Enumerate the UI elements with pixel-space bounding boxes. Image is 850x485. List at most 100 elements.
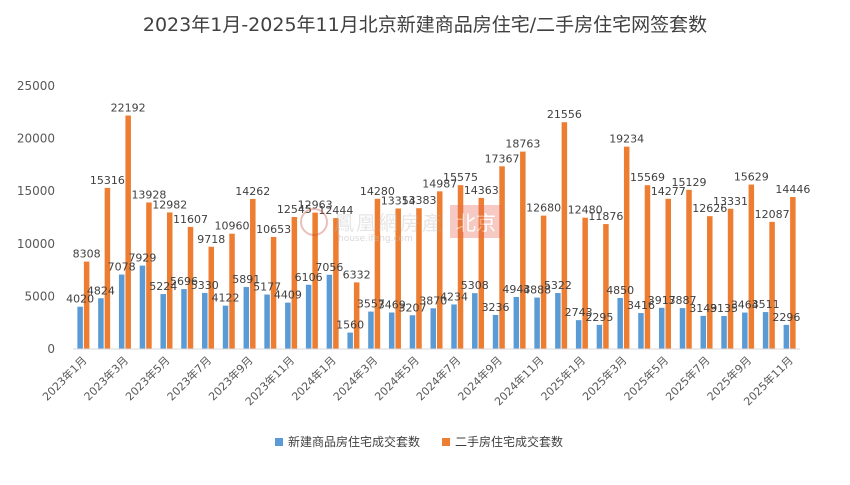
data-label-resale-homes: 15569 <box>630 171 665 184</box>
bar-resale-homes <box>644 185 651 349</box>
data-label-resale-homes: 9718 <box>197 233 225 246</box>
data-label-new-homes: 5224 <box>149 280 177 293</box>
data-label-new-homes: 3207 <box>398 301 426 314</box>
legend-swatch-blue <box>275 437 283 446</box>
data-label-resale-homes: 13331 <box>713 195 748 208</box>
data-label-resale-homes: 13354 <box>381 195 416 208</box>
data-label-resale-homes: 12480 <box>568 204 603 217</box>
data-label-resale-homes: 19234 <box>609 133 644 146</box>
bar-resale-homes <box>208 246 215 349</box>
bar-resale-homes <box>353 282 360 349</box>
data-label-resale-homes: 12982 <box>152 198 187 211</box>
y-tick-label: 20000 <box>17 132 55 146</box>
bar-resale-homes <box>582 217 588 349</box>
data-label-new-homes: 4234 <box>440 290 468 303</box>
data-label-new-homes: 2743 <box>565 306 593 319</box>
legend-item-resale-homes: 二手房住宅成交套数 <box>442 433 563 450</box>
bar-resale-homes <box>312 212 318 349</box>
bar-resale-homes <box>686 189 692 349</box>
y-axis: 0 5000 10000 15000 20000 25000 <box>17 79 55 356</box>
bar-new-homes <box>305 284 312 349</box>
data-label-resale-homes: 22192 <box>111 102 146 115</box>
data-label-new-homes: 4122 <box>212 292 240 305</box>
bar-resale-homes <box>748 184 755 349</box>
data-labels: 4020 8308 4824 15316 7078 22192 7929 13928 5224 1… <box>66 102 810 332</box>
data-label-resale-homes: 10653 <box>256 223 291 236</box>
bar-new-homes <box>388 312 395 349</box>
data-label-new-homes: 3236 <box>482 301 510 314</box>
y-tick-label: 5000 <box>24 289 55 303</box>
bar-resale-homes <box>395 208 401 349</box>
data-label-new-homes: 3887 <box>669 294 697 307</box>
data-label-resale-homes: 12444 <box>318 204 353 217</box>
data-label-resale-homes: 8308 <box>73 248 101 261</box>
bar-resale-homes <box>291 217 298 349</box>
data-label-resale-homes: 12963 <box>298 199 333 212</box>
bar-resale-homes <box>146 202 152 349</box>
bar-resale-homes <box>104 187 111 349</box>
bar-new-homes <box>472 293 478 349</box>
data-label-resale-homes: 15316 <box>90 174 125 187</box>
data-label-new-homes: 3511 <box>752 298 780 311</box>
data-label-new-homes: 3870 <box>419 294 447 307</box>
legend-swatch-orange <box>442 437 451 446</box>
bar-new-homes <box>451 304 457 349</box>
data-label-new-homes: 4888 <box>523 284 551 297</box>
watermark-badge: 北京 <box>450 205 502 238</box>
bar-new-homes <box>492 314 499 349</box>
bar-new-homes <box>617 297 623 349</box>
bar-resale-homes <box>478 197 485 349</box>
data-label-resale-homes: 14280 <box>360 185 395 198</box>
data-label-new-homes: 2296 <box>772 311 800 324</box>
bar-resale-homes <box>437 191 443 349</box>
bar-resale-homes <box>665 198 671 349</box>
bar-resale-homes <box>125 115 131 349</box>
bar-new-homes <box>742 312 748 349</box>
y-tick-label: 10000 <box>17 237 55 251</box>
bar-resale-homes <box>187 226 194 349</box>
bar-new-homes <box>534 297 540 349</box>
bar-resale-homes <box>520 151 526 349</box>
bar-resale-homes <box>166 212 173 349</box>
bar-new-homes <box>98 298 104 349</box>
bar-new-homes <box>77 306 83 349</box>
bar-new-homes <box>783 324 790 349</box>
bar-resale-homes <box>727 208 734 349</box>
data-label-new-homes: 7056 <box>315 261 343 274</box>
data-label-resale-homes: 6332 <box>343 268 371 281</box>
data-label-new-homes: 3135 <box>710 302 738 315</box>
legend-label-resale-homes: 二手房住宅成交套数 <box>455 435 564 449</box>
data-label-resale-homes: 15575 <box>443 171 478 184</box>
bar-new-homes <box>326 274 333 349</box>
data-label-new-homes: 5177 <box>253 281 281 294</box>
bar-resale-homes <box>603 224 609 349</box>
bar-new-homes <box>181 289 187 349</box>
data-label-new-homes: 5330 <box>191 279 219 292</box>
bar-new-homes <box>368 311 374 349</box>
data-label-resale-homes: 12087 <box>755 208 790 221</box>
watermark-text: 鳳凰網房產 <box>334 211 444 235</box>
y-tick-label: 15000 <box>17 184 55 198</box>
bar-resale-homes <box>374 198 381 349</box>
data-label-resale-homes: 11876 <box>588 210 623 223</box>
data-label-new-homes: 3469 <box>378 299 406 312</box>
bar-new-homes <box>139 265 146 349</box>
watermark: 鳳凰網房產 北京 <box>300 205 502 238</box>
data-label-new-homes: 7078 <box>108 261 136 274</box>
bar-new-homes <box>222 305 229 349</box>
bar-new-homes <box>575 320 582 349</box>
data-label-resale-homes: 14987 <box>422 177 457 190</box>
bar-new-homes <box>285 302 291 349</box>
data-label-new-homes: 3557 <box>357 298 385 311</box>
bar-new-homes <box>658 307 665 349</box>
data-label-new-homes: 3917 <box>648 294 676 307</box>
data-label-new-homes: 3416 <box>627 299 655 312</box>
bar-new-homes <box>347 332 353 349</box>
data-label-new-homes: 4020 <box>66 293 94 306</box>
legend-item-new-homes: 新建商品房住宅成交套数 <box>275 433 420 450</box>
bar-new-homes <box>596 324 603 349</box>
bar-resale-homes <box>540 215 547 349</box>
bar-new-homes <box>264 294 270 349</box>
